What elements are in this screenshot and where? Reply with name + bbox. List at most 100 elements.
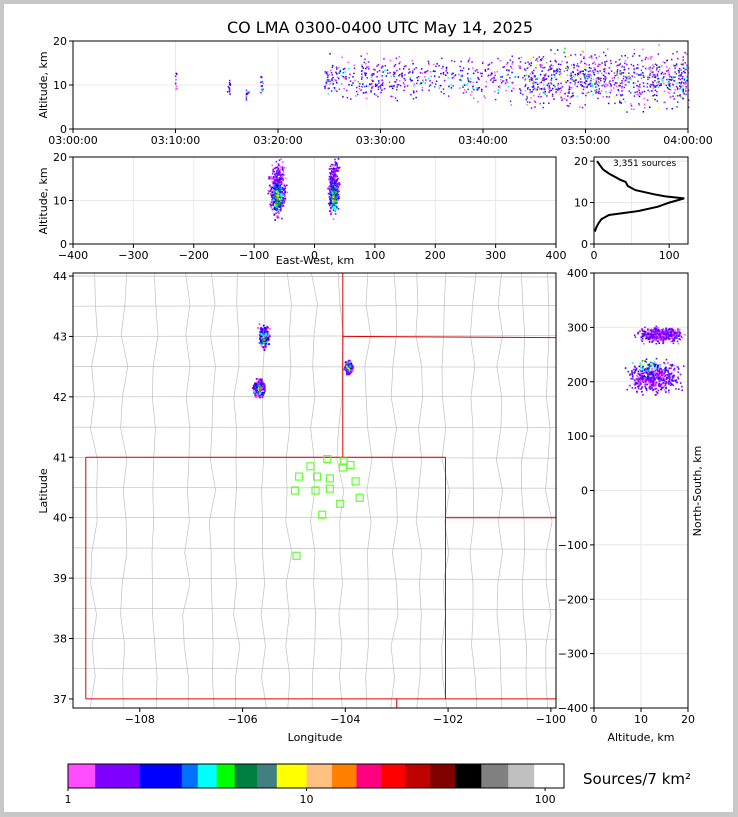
north-south-source — [634, 336, 637, 338]
east-west-source — [271, 181, 274, 183]
north-south-source — [657, 340, 659, 342]
north-south-source — [636, 391, 638, 394]
plan-view-source — [346, 361, 349, 364]
east-west-source — [273, 201, 276, 204]
north-south-source — [639, 362, 641, 365]
time-height-source — [590, 67, 592, 70]
east-west-source — [278, 170, 280, 173]
east-west-source — [276, 176, 278, 178]
time-height-source — [424, 82, 426, 84]
plan-view-source — [347, 364, 350, 367]
time-height-source — [622, 98, 625, 100]
time-height-source — [493, 71, 496, 73]
north-south-source — [642, 371, 645, 374]
east-west-source — [283, 167, 285, 169]
time-height-source — [643, 76, 645, 78]
time-height-source — [459, 79, 461, 81]
histogram-tick-label: 0 — [591, 249, 598, 262]
time-height-source — [671, 58, 673, 61]
time-height-source — [633, 86, 635, 88]
time-height-source — [399, 74, 401, 76]
east-west-source — [333, 188, 335, 190]
north-south-source — [672, 380, 674, 382]
time-height-source — [374, 83, 377, 86]
north-south-source — [667, 329, 670, 332]
colorbar-tick-label: 100 — [535, 793, 556, 806]
plan-view-source — [265, 329, 267, 331]
plan-view-source — [257, 393, 259, 396]
latitude-tick-label: 44 — [53, 270, 67, 283]
time-height-source — [508, 69, 510, 71]
time-height-source — [621, 80, 623, 82]
east-west-source — [337, 186, 340, 188]
north-south-source — [643, 384, 646, 386]
east-west-source — [273, 190, 275, 192]
time-height-source — [247, 91, 249, 93]
north-south-source — [664, 367, 666, 370]
time-height-source — [673, 65, 676, 67]
north-south-source — [644, 326, 646, 329]
east-west-source — [269, 184, 271, 187]
altitude-tick-label: 0 — [60, 123, 67, 136]
north-south-source — [655, 342, 658, 345]
time-height-source — [339, 69, 342, 72]
time-height-source — [368, 68, 370, 70]
time-height-source — [574, 80, 576, 82]
time-height-source — [343, 88, 345, 90]
time-height-source — [421, 89, 424, 91]
east-west-source — [271, 172, 274, 175]
north-south-source — [653, 339, 655, 342]
east-west-source — [334, 197, 337, 200]
north-south-source — [667, 375, 670, 377]
north-south-source — [670, 328, 672, 331]
east-west-source — [284, 187, 287, 190]
county-line — [364, 273, 373, 708]
time-height-source — [575, 79, 577, 81]
colorbar-swatch — [234, 764, 258, 788]
east-west-source — [336, 191, 339, 193]
east-west-source — [331, 191, 334, 194]
east-west-source — [333, 187, 336, 189]
time-height-source — [409, 76, 412, 79]
time-height-source — [687, 67, 690, 69]
time-height-source — [604, 85, 607, 88]
time-height-source — [578, 71, 580, 74]
time-height-source — [607, 102, 610, 105]
time-height-source — [671, 78, 673, 81]
time-height-source — [608, 96, 611, 98]
time-height-source — [557, 82, 560, 85]
time-height-source — [579, 54, 582, 56]
time-height-source — [584, 80, 587, 82]
time-height-source — [364, 72, 366, 74]
time-height-panel: 03:00:00 03:10:00 03:20:00 03:30:00 03:40:00… — [37, 35, 713, 147]
north-south-source — [678, 338, 680, 340]
time-height-source — [529, 101, 531, 104]
plan-view-source — [253, 387, 256, 390]
plan-view-source — [344, 361, 347, 364]
time-height-source — [246, 93, 248, 95]
time-height-source — [525, 74, 528, 76]
north-south-source — [665, 376, 668, 379]
time-height-source — [588, 67, 591, 69]
east-west-source — [273, 171, 276, 173]
time-height-source — [326, 73, 328, 75]
time-height-source — [676, 82, 678, 85]
north-south-source — [633, 383, 636, 385]
time-height-source — [485, 81, 488, 83]
time-height-source — [526, 97, 528, 99]
north-south-source — [670, 335, 673, 338]
time-height-source — [559, 91, 562, 93]
north-south-source — [640, 383, 642, 385]
time-height-source — [583, 81, 586, 84]
north-south-source — [643, 359, 645, 362]
north-south-source — [660, 368, 662, 370]
time-height-source — [352, 76, 354, 78]
east-west-source — [269, 203, 271, 206]
time-height-source — [543, 75, 546, 78]
plan-view-source — [259, 337, 262, 339]
plan-view-source — [263, 386, 266, 388]
time-height-source — [410, 93, 412, 96]
east-west-source — [276, 210, 279, 213]
east-west-source — [276, 203, 278, 206]
time-height-source — [611, 77, 614, 80]
